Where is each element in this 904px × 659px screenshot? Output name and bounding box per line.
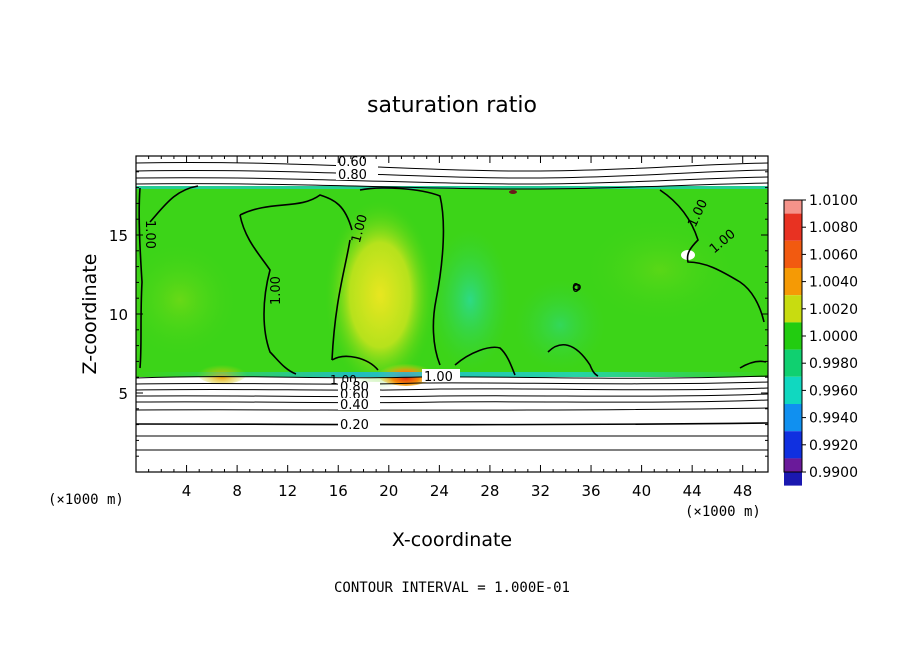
contour-label-0-20: 0.20	[340, 418, 369, 433]
colorbar: 1.0100 1.0080 1.0060 1.0040 1.0020 1.0000 0.99…	[783, 193, 858, 486]
dry-spot	[509, 190, 517, 194]
x-tick-label: 40	[632, 482, 651, 500]
x-tick-label: 4	[182, 482, 192, 500]
colorbar-label: 0.9900	[809, 465, 858, 481]
x-tick-label: 8	[232, 482, 242, 500]
x-tick-label: 48	[733, 482, 752, 500]
contour-interval-note: CONTOUR INTERVAL = 1.000E-01	[334, 580, 570, 596]
warm-plume	[325, 200, 435, 390]
plot-area: 0.60 0.80 1.00 1.00 1.00 1.00 1.00 1.00 …	[136, 155, 768, 451]
y-axis-ticks: 5 10 15	[109, 171, 768, 457]
x-tick-label: 32	[531, 482, 550, 500]
x-axis-ticks: 4 8 12 16 20 24 28 32 36 40 44 48	[148, 156, 756, 500]
x-tick-label: 12	[278, 482, 297, 500]
colorbar-label: 1.0060	[809, 247, 858, 263]
colorbar-swatch	[784, 268, 802, 296]
colorbar-label: 0.9980	[809, 356, 858, 372]
contour-label-0-80-top: 0.80	[338, 168, 367, 183]
contour-labels: 0.60 0.80 1.00 1.00 1.00 1.00 1.00 1.00 …	[142, 155, 739, 433]
y-tick-label: 5	[118, 385, 128, 403]
colorbar-swatch	[784, 431, 802, 459]
colorbar-label: 0.9960	[809, 383, 858, 399]
colorbar-label: 1.0040	[809, 275, 858, 291]
colorbar-label: 1.0080	[809, 220, 858, 236]
x-tick-label: 36	[581, 482, 600, 500]
colorbar-label: 0.9920	[809, 438, 858, 454]
upper-contours	[136, 162, 768, 190]
contour-label-1-00-base: 1.00	[424, 370, 453, 385]
colorbar-swatch	[784, 295, 802, 323]
lime-region	[136, 240, 240, 360]
colorbar-swatch	[784, 240, 802, 268]
contour-label-1-00-plume: 1.00	[349, 213, 371, 245]
lime-region-2	[580, 215, 740, 325]
contour-label-1-00-left: 1.00	[142, 220, 157, 249]
x-tick-label: 28	[480, 482, 499, 500]
cool-region	[430, 230, 510, 370]
x-unit-label: (×1000 m)	[685, 504, 761, 520]
cloud-top-strip	[136, 186, 768, 189]
colorbar-swatch	[784, 376, 802, 404]
colorbar-swatch	[784, 404, 802, 432]
contour-label-zero: 0	[572, 281, 580, 295]
contour-label-0-60-top: 0.60	[338, 155, 367, 170]
y-tick-label: 10	[109, 306, 128, 324]
colorbar-swatch	[784, 322, 802, 350]
lower-contours	[136, 375, 768, 451]
contour-label-1-00-mid: 1.00	[269, 276, 284, 305]
x-tick-label: 24	[430, 482, 449, 500]
cool-region-2	[515, 280, 605, 370]
x-tick-label: 44	[683, 482, 702, 500]
z-unit-label: (×1000 m)	[48, 492, 124, 508]
x-tick-label: 20	[379, 482, 398, 500]
colorbar-swatch	[784, 213, 802, 241]
colorbar-swatch	[784, 349, 802, 377]
colorbar-label: 0.9940	[809, 411, 858, 427]
colorbar-swatch	[784, 200, 802, 214]
colorbar-label: 1.0100	[809, 193, 858, 209]
y-tick-label: 15	[109, 227, 128, 245]
unity-contours	[138, 185, 767, 377]
colorbar-label: 1.0020	[809, 302, 858, 318]
y-axis-label: Z-coordinate	[79, 254, 101, 375]
colorbar-swatch	[784, 458, 802, 472]
colorbar-label: 1.0000	[809, 329, 858, 345]
contour-label-0-40: 0.40	[340, 398, 369, 413]
x-tick-label: 16	[329, 482, 348, 500]
chart-title: saturation ratio	[367, 93, 537, 118]
x-axis-label: X-coordinate	[392, 529, 512, 551]
